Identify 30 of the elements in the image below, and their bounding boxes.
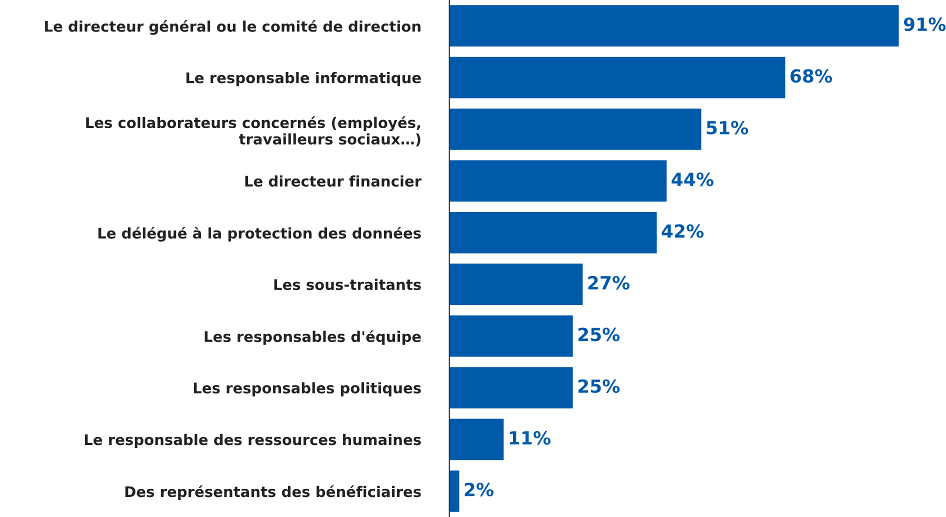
y-tick-label: Le directeur général ou le comité de direction: [45, 20, 420, 35]
bar: [449, 56, 786, 98]
y-tick-label: Le responsable informatique: [186, 72, 421, 86]
bar: [449, 212, 657, 254]
bar: [449, 315, 573, 357]
data-label: 44%: [672, 172, 714, 186]
data-label: 68%: [790, 69, 832, 83]
data-label: 25%: [578, 379, 620, 393]
data-label: 25%: [578, 328, 620, 342]
data-label: 27%: [588, 276, 630, 290]
data-label: 91%: [904, 17, 946, 32]
data-label: 42%: [662, 224, 704, 238]
bar: [449, 108, 702, 150]
bar: [449, 367, 573, 408]
y-tick-label: Les collaborateurs concernés (employés, travailleurs sociaux…): [86, 116, 420, 146]
y-tick-label: Des représentants des bénéficiaires: [125, 485, 421, 500]
y-tick-label: Les responsables politiques: [194, 382, 421, 396]
y-tick-label: Le responsable des ressources humaines: [84, 434, 421, 448]
bar: [449, 160, 667, 202]
y-tick-label: Le directeur financier: [245, 175, 422, 187]
data-label: 11%: [510, 431, 550, 445]
y-tick-label: Les responsables d'équipe: [204, 330, 421, 345]
data-label: 2%: [464, 482, 494, 496]
y-tick-label: Le délégué à la protection des données: [98, 226, 421, 242]
bar: [449, 470, 460, 512]
y-tick-label: Les sous-traitants: [274, 278, 421, 290]
bar: [449, 5, 899, 47]
bar: [449, 418, 504, 460]
data-label: 51%: [706, 120, 748, 134]
bar: [449, 264, 583, 306]
